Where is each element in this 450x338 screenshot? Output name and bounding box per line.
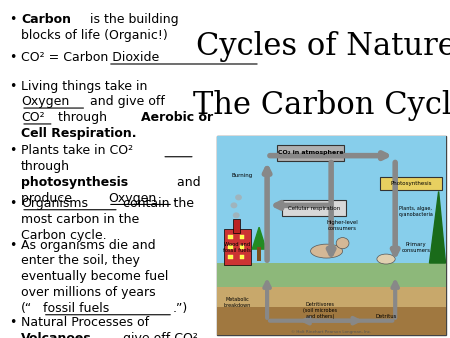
Text: © Holt Rinehart Pearson Longman, Inc.: © Holt Rinehart Pearson Longman, Inc.	[291, 330, 371, 334]
Ellipse shape	[310, 244, 342, 258]
Text: Oxygen: Oxygen	[21, 95, 69, 108]
Circle shape	[230, 202, 237, 208]
Text: •: •	[9, 144, 17, 157]
Text: Detritus: Detritus	[375, 314, 397, 319]
FancyBboxPatch shape	[228, 235, 233, 239]
Text: eventually become fuel: eventually become fuel	[21, 270, 168, 283]
Text: Cellular respiration: Cellular respiration	[288, 206, 340, 211]
Text: •: •	[9, 13, 17, 26]
Text: enter the soil, they: enter the soil, they	[21, 255, 140, 267]
Text: Cell Respiration.: Cell Respiration.	[21, 127, 137, 140]
Text: give off CO²: give off CO²	[119, 332, 198, 338]
FancyBboxPatch shape	[224, 229, 251, 265]
FancyBboxPatch shape	[240, 235, 244, 239]
Text: Carbon cycle.: Carbon cycle.	[21, 229, 107, 242]
Text: photosynthesis: photosynthesis	[21, 176, 128, 189]
FancyBboxPatch shape	[380, 176, 442, 190]
Text: Oxygen: Oxygen	[108, 192, 156, 205]
Text: •: •	[9, 316, 17, 330]
Text: As organisms die and: As organisms die and	[21, 239, 156, 251]
Text: Aerobic or: Aerobic or	[140, 111, 213, 124]
Text: •: •	[9, 51, 17, 65]
Text: Organisms: Organisms	[21, 197, 88, 210]
FancyBboxPatch shape	[282, 200, 346, 216]
Text: most carbon in the: most carbon in the	[21, 213, 140, 226]
Polygon shape	[252, 227, 266, 249]
Text: Plants take in CO²: Plants take in CO²	[21, 144, 133, 157]
Circle shape	[233, 212, 240, 218]
Text: Carbon: Carbon	[21, 13, 71, 26]
Text: Plants, algae,
cyanobacteria: Plants, algae, cyanobacteria	[398, 206, 433, 217]
FancyBboxPatch shape	[257, 247, 261, 261]
FancyBboxPatch shape	[228, 255, 233, 259]
Circle shape	[336, 238, 349, 249]
Polygon shape	[429, 191, 445, 263]
Text: Primary
consumers: Primary consumers	[401, 242, 430, 252]
Text: (“: (“	[21, 302, 32, 315]
Text: Natural Processes of: Natural Processes of	[21, 316, 149, 330]
Circle shape	[235, 194, 242, 200]
FancyBboxPatch shape	[217, 307, 446, 335]
Text: The Carbon Cycle: The Carbon Cycle	[193, 90, 450, 121]
Text: CO² = Carbon Dioxide: CO² = Carbon Dioxide	[21, 51, 159, 65]
FancyBboxPatch shape	[240, 255, 244, 259]
Text: Burning: Burning	[231, 173, 252, 178]
Ellipse shape	[377, 254, 395, 264]
Text: .”): .”)	[173, 302, 189, 315]
Text: CO²: CO²	[21, 111, 45, 124]
Text: and give off: and give off	[86, 95, 165, 108]
Text: fossil fuels: fossil fuels	[43, 302, 109, 315]
FancyBboxPatch shape	[277, 145, 344, 161]
Text: Detritivores
(soil microbes
and others): Detritivores (soil microbes and others)	[303, 303, 337, 319]
Text: Cycles of Nature:: Cycles of Nature:	[196, 31, 450, 63]
Text: Photosynthesis: Photosynthesis	[391, 181, 432, 186]
Text: Volcanoes: Volcanoes	[21, 332, 92, 338]
FancyBboxPatch shape	[233, 219, 240, 233]
Text: blocks of life (Organic!): blocks of life (Organic!)	[21, 29, 168, 42]
Text: through: through	[21, 160, 70, 173]
Text: .: .	[173, 192, 177, 205]
Text: CO₂ in atmosphere: CO₂ in atmosphere	[278, 150, 343, 155]
FancyBboxPatch shape	[228, 245, 233, 249]
Text: •: •	[9, 197, 17, 210]
Text: Wood and
fossil fuels: Wood and fossil fuels	[224, 242, 251, 252]
FancyBboxPatch shape	[240, 245, 244, 249]
Text: produce: produce	[21, 192, 76, 205]
Text: contain the: contain the	[119, 197, 194, 210]
FancyBboxPatch shape	[217, 287, 446, 311]
FancyBboxPatch shape	[217, 263, 446, 291]
Text: is the building: is the building	[86, 13, 179, 26]
Text: Living things take in: Living things take in	[21, 79, 148, 93]
Text: •: •	[9, 239, 17, 251]
Text: over millions of years: over millions of years	[21, 286, 156, 299]
FancyBboxPatch shape	[217, 136, 446, 271]
Text: •: •	[9, 79, 17, 93]
Text: and: and	[173, 176, 201, 189]
Text: Higher-level
consumers: Higher-level consumers	[327, 220, 359, 231]
Text: through: through	[54, 111, 111, 124]
Text: Metabolic
breakdown: Metabolic breakdown	[224, 297, 251, 308]
